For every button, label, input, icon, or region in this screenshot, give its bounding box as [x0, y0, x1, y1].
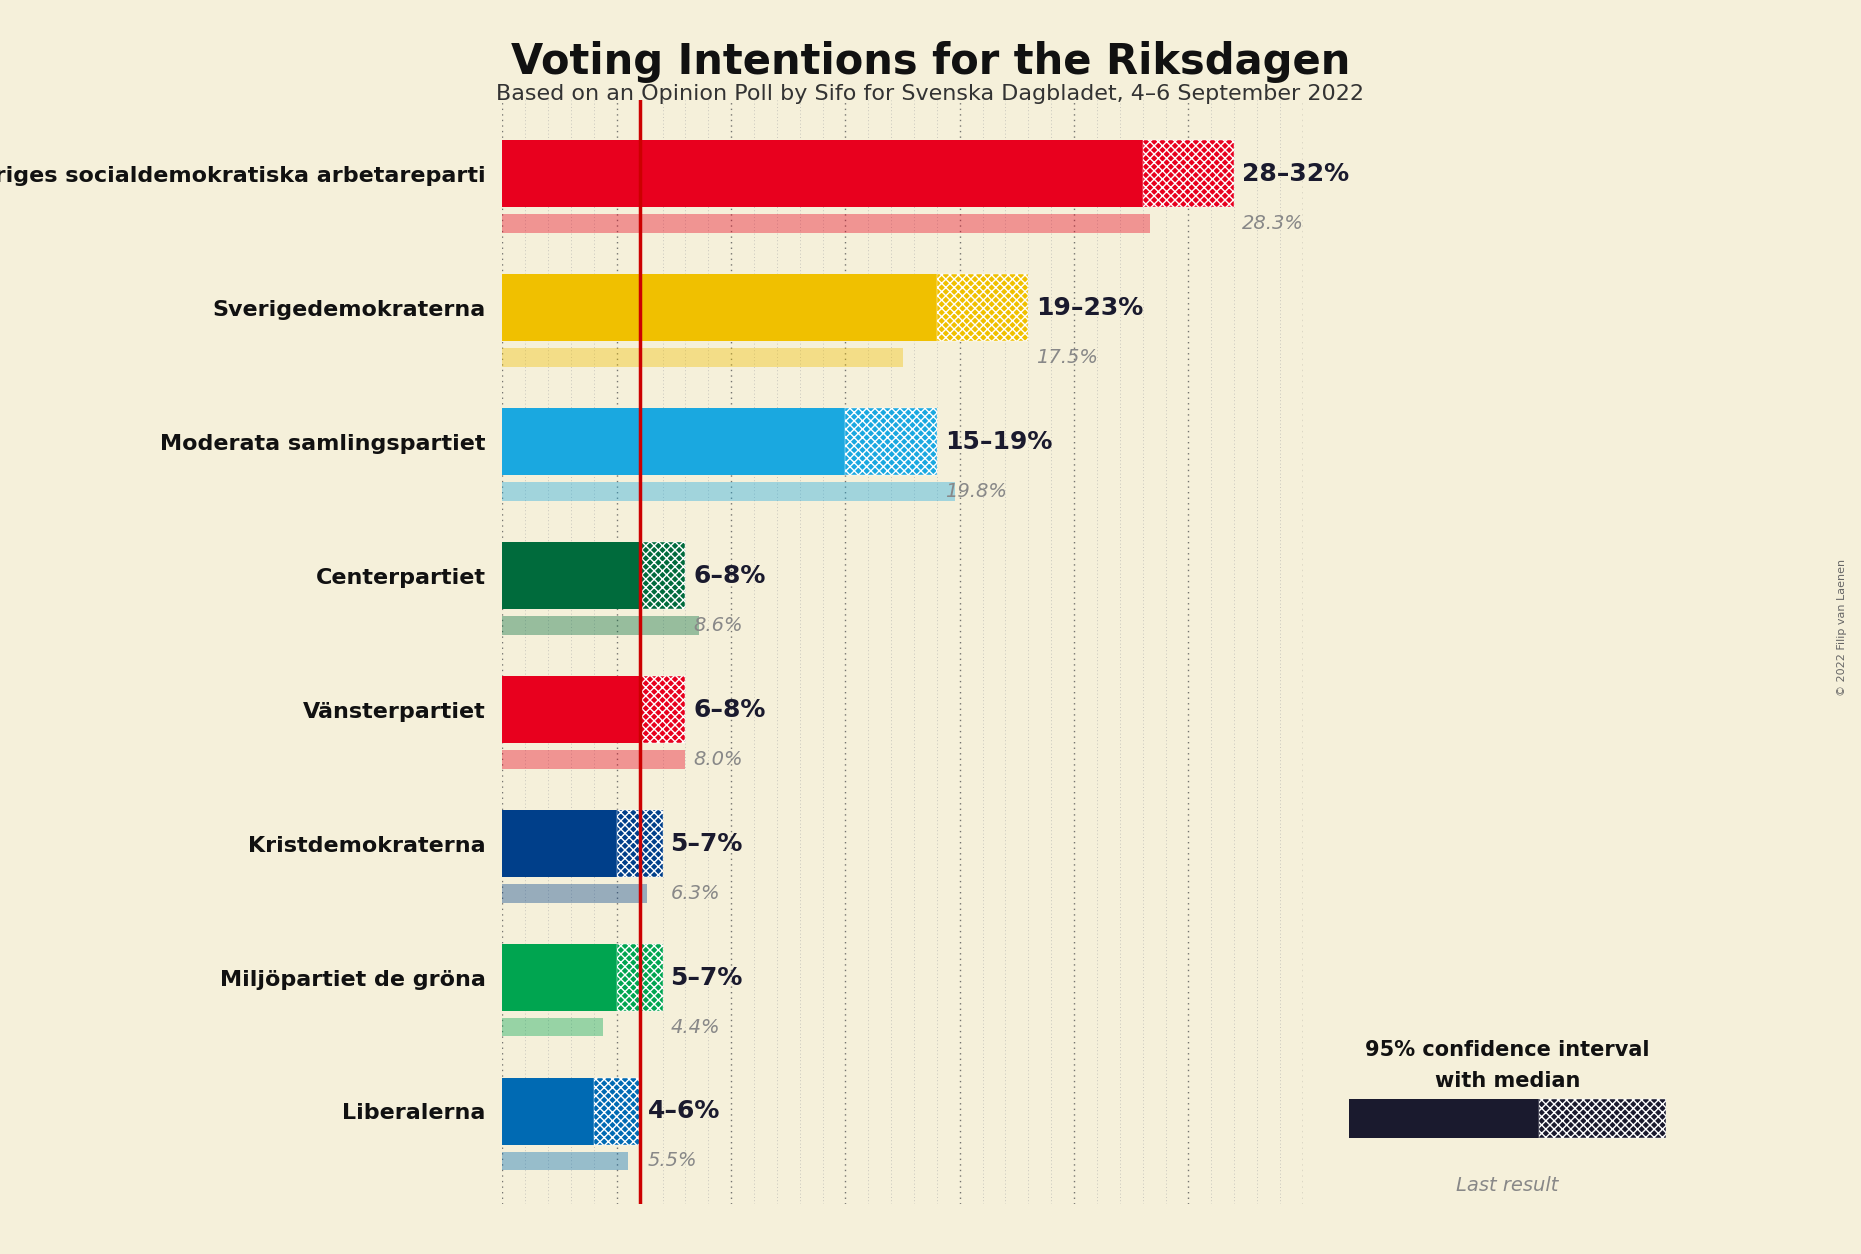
Bar [502, 482, 955, 500]
Text: 6–8%: 6–8% [694, 697, 765, 721]
Text: 19–23%: 19–23% [1037, 296, 1145, 320]
Text: 8.0%: 8.0% [694, 750, 743, 769]
Text: 5–7%: 5–7% [670, 831, 743, 855]
Bar [502, 944, 616, 1011]
Bar [502, 214, 1150, 233]
Text: with median: with median [1435, 1071, 1580, 1091]
Bar [502, 676, 640, 744]
Text: Voting Intentions for the Riksdagen: Voting Intentions for the Riksdagen [510, 41, 1351, 83]
Text: 17.5%: 17.5% [1037, 347, 1098, 367]
Text: 5.5%: 5.5% [648, 1151, 698, 1170]
Bar [502, 409, 845, 475]
Bar [616, 944, 663, 1011]
Text: 6.3%: 6.3% [670, 884, 720, 903]
Text: 8.6%: 8.6% [694, 616, 743, 635]
Bar [1143, 140, 1234, 207]
Bar [502, 1151, 629, 1170]
Text: 4.4%: 4.4% [670, 1017, 720, 1037]
Bar [845, 409, 936, 475]
Bar [594, 1078, 640, 1145]
Bar [1539, 1099, 1666, 1139]
Bar [502, 884, 646, 903]
Bar [502, 810, 616, 877]
Bar [640, 542, 685, 609]
Bar [502, 275, 936, 341]
Bar [502, 140, 1143, 207]
Text: © 2022 Filip van Laenen: © 2022 Filip van Laenen [1837, 558, 1848, 696]
Text: 95% confidence interval: 95% confidence interval [1366, 1040, 1649, 1060]
Text: Based on an Opinion Poll by Sifo for Svenska Dagbladet, 4–6 September 2022: Based on an Opinion Poll by Sifo for Sve… [497, 84, 1364, 104]
Text: 6–8%: 6–8% [694, 564, 765, 588]
Bar [616, 810, 663, 877]
Text: Last result: Last result [1455, 1176, 1560, 1195]
Bar [640, 676, 685, 744]
Bar [1349, 1099, 1539, 1139]
Text: 28.3%: 28.3% [1241, 214, 1305, 233]
Bar [502, 1078, 594, 1145]
Bar [936, 275, 1029, 341]
Text: 5–7%: 5–7% [670, 966, 743, 989]
Bar [502, 616, 700, 635]
Bar [502, 1018, 603, 1037]
Text: 19.8%: 19.8% [945, 482, 1007, 500]
Text: 4–6%: 4–6% [648, 1100, 720, 1124]
Text: 15–19%: 15–19% [945, 430, 1051, 454]
Text: 28–32%: 28–32% [1241, 162, 1349, 186]
Bar [502, 542, 640, 609]
Bar [502, 750, 685, 769]
Bar [502, 349, 903, 367]
